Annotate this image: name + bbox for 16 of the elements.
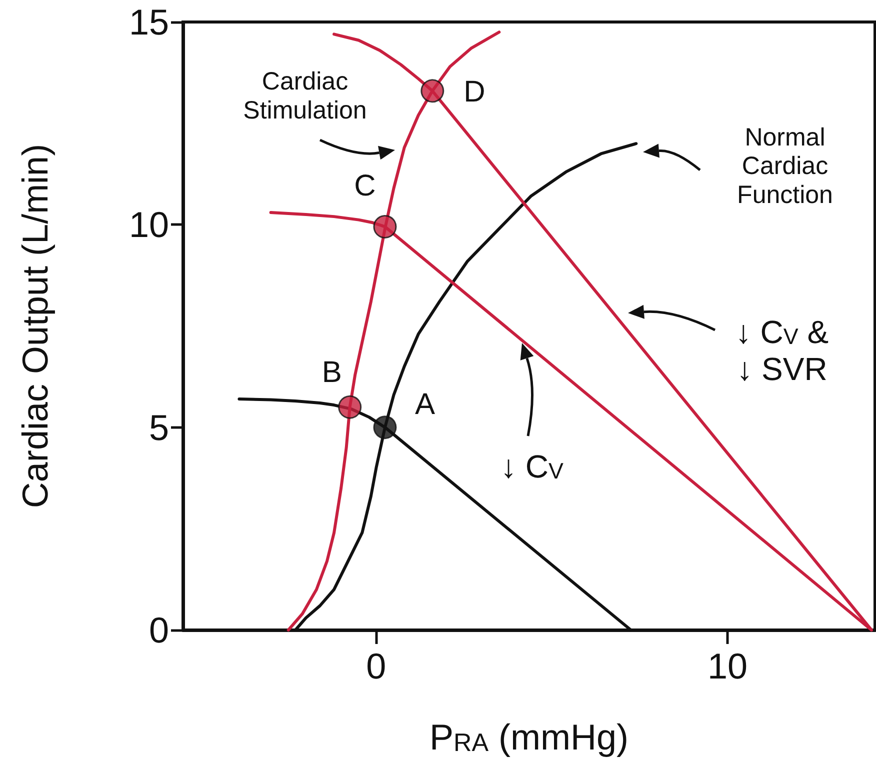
- x-axis-title: PRA (mmHg): [430, 716, 628, 758]
- y-tick-label: 10: [128, 204, 169, 246]
- annotation: Cardiac Stimulation: [243, 68, 367, 124]
- annotation: D: [464, 76, 486, 109]
- y-tick-label: 5: [148, 406, 169, 448]
- point: [420, 79, 444, 103]
- point: [373, 416, 397, 440]
- annotation: B: [322, 356, 342, 389]
- y-tick-label: 15: [128, 2, 169, 42]
- annotation: A: [414, 388, 435, 422]
- y-tick-label: 0: [148, 610, 169, 650]
- point: [373, 214, 397, 238]
- annotation: C: [354, 169, 376, 202]
- annotation: Normal Cardiac Function: [737, 123, 833, 209]
- y-axis-title: Cardiac Output (L/min): [14, 144, 56, 508]
- point: [338, 395, 362, 419]
